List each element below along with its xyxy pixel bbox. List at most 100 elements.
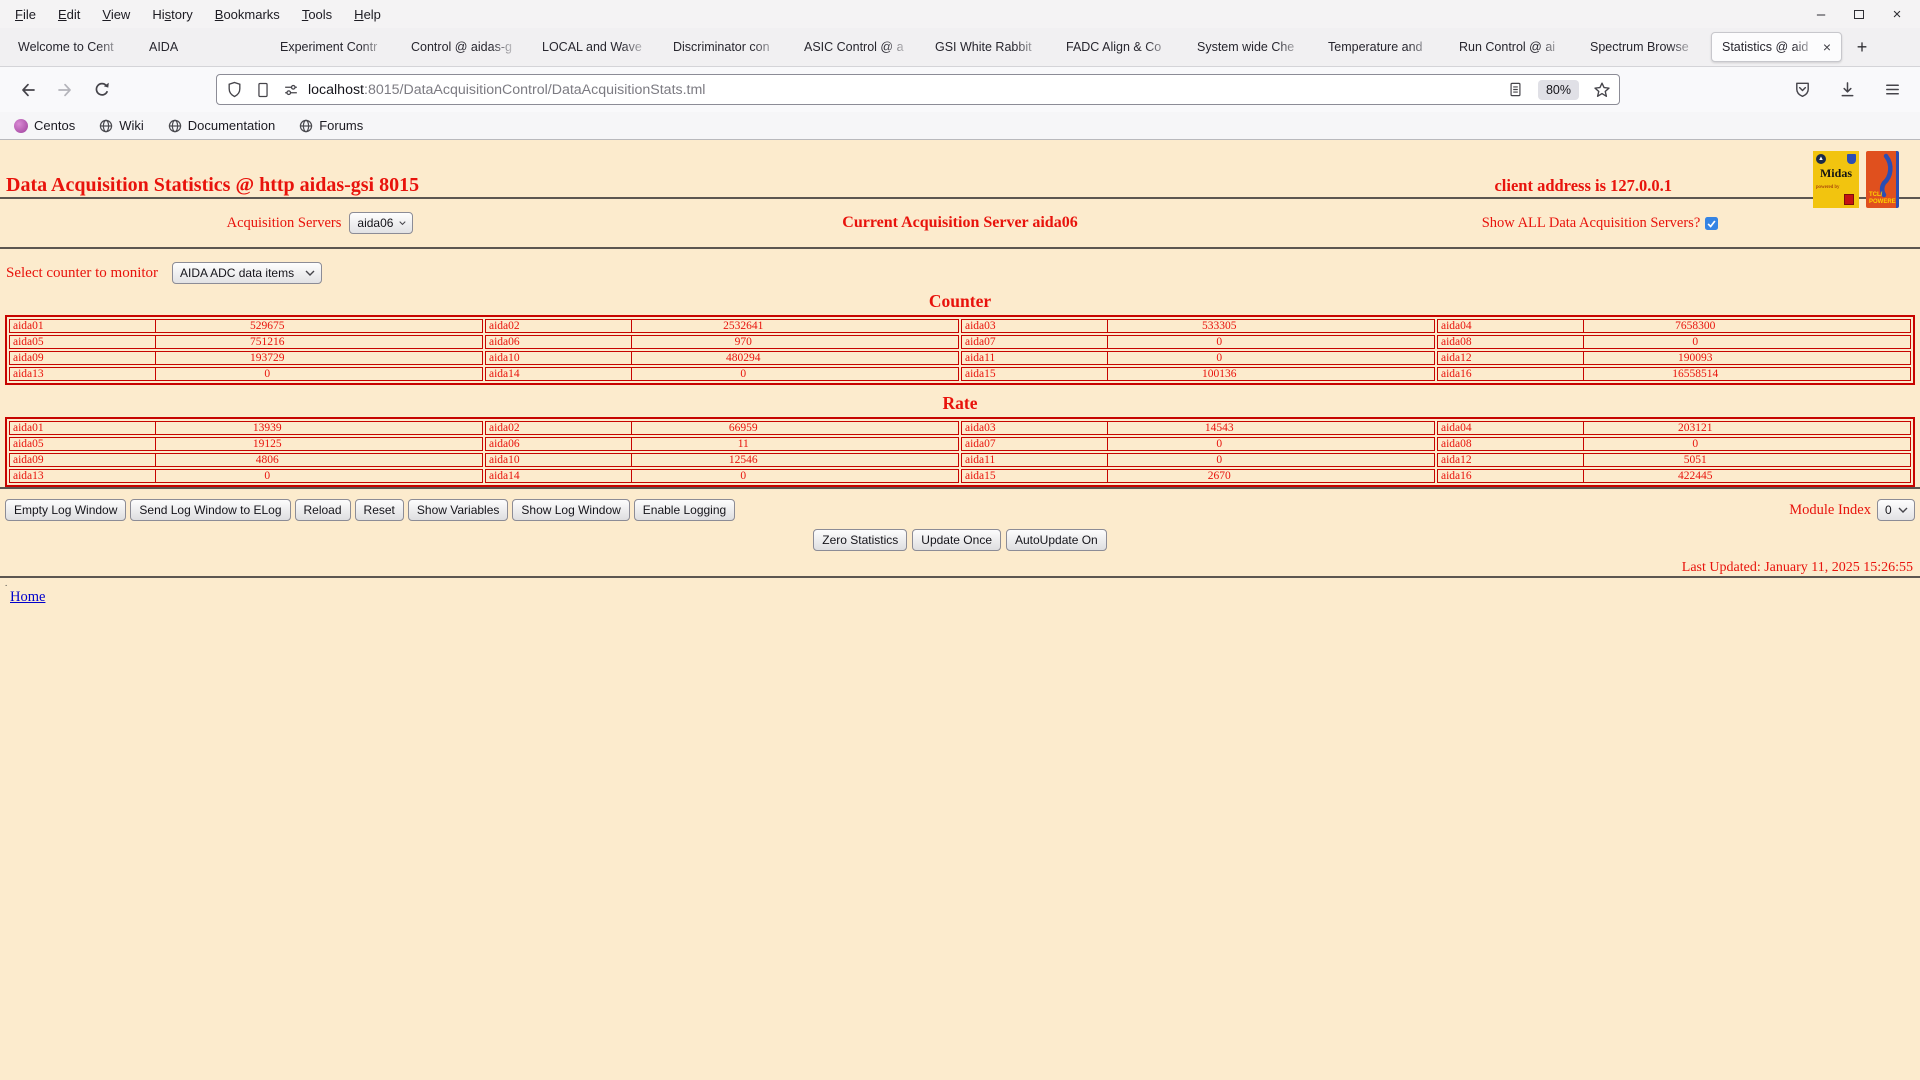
show-all-group: Show ALL Data Acquisition Servers? bbox=[1482, 215, 1719, 232]
tab-spectrum-browse[interactable]: Spectrum Browse bbox=[1580, 32, 1711, 62]
menu-view[interactable]: View bbox=[102, 6, 131, 22]
minimize-button[interactable]: – bbox=[1816, 5, 1826, 23]
site-settings-tune-icon[interactable] bbox=[282, 81, 300, 99]
tab-title: FADC Align & Co bbox=[1066, 40, 1162, 54]
chevron-down-icon bbox=[399, 221, 407, 226]
menu-bookmarks[interactable]: Bookmarks bbox=[214, 6, 280, 22]
menu-edit[interactable]: Edit bbox=[57, 6, 81, 22]
page-content: Data Acquisition Statistics @ http aidas… bbox=[0, 140, 1920, 1080]
menu-help[interactable]: Help bbox=[354, 6, 381, 22]
update-once-button[interactable]: Update Once bbox=[912, 529, 1001, 551]
forward-button[interactable] bbox=[55, 80, 75, 100]
tab-close-icon[interactable]: × bbox=[1822, 39, 1831, 55]
tab-run-control-ai[interactable]: Run Control @ ai bbox=[1449, 32, 1580, 62]
autoupdate-on-button[interactable]: AutoUpdate On bbox=[1006, 529, 1107, 551]
menu-bar: File Edit View History Bookmarks Tools Help – … bbox=[0, 0, 1920, 28]
empty-log-window-button[interactable]: Empty Log Window bbox=[5, 499, 127, 521]
channel-name: aida12 bbox=[1438, 454, 1585, 466]
channel-name: aida13 bbox=[10, 470, 157, 482]
tab-statistics-aid[interactable]: Statistics @ aid × bbox=[1711, 32, 1842, 62]
page-info-icon[interactable] bbox=[254, 81, 272, 99]
channel-name: aida14 bbox=[486, 470, 633, 482]
forward-icon bbox=[58, 83, 71, 96]
show-log-window-button[interactable]: Show Log Window bbox=[512, 499, 630, 521]
pocket-save-icon[interactable] bbox=[1793, 80, 1812, 99]
tab-aida[interactable]: AIDA bbox=[139, 32, 270, 62]
stat-cell-aida13: aida13 0 bbox=[9, 367, 483, 381]
bookmark-forums[interactable]: Forums bbox=[299, 118, 363, 133]
shield-permissions-icon[interactable] bbox=[225, 80, 244, 99]
reload-button[interactable]: Reload bbox=[294, 499, 351, 521]
stat-cell-aida04: aida04 203121 bbox=[1437, 421, 1911, 435]
stat-cell-aida05: aida05 751216 bbox=[9, 335, 483, 349]
tab-experiment-contr[interactable]: Experiment Contr bbox=[270, 32, 401, 62]
stat-cell-aida12: aida12 190093 bbox=[1437, 351, 1911, 365]
module-index-select[interactable]: 0 bbox=[1877, 499, 1915, 521]
maximize-icon bbox=[1854, 9, 1864, 19]
bookmark-documentation[interactable]: Documentation bbox=[168, 118, 275, 133]
channel-name: aida16 bbox=[1438, 368, 1585, 380]
tab-fadc-align-co[interactable]: FADC Align & Co bbox=[1056, 32, 1187, 62]
bookmark-label: Centos bbox=[34, 118, 76, 133]
bookmark-centos[interactable]: Centos bbox=[14, 118, 75, 133]
reload-icon bbox=[95, 82, 109, 96]
stat-cell-aida03: aida03 533305 bbox=[961, 319, 1435, 333]
channel-value: 190093 bbox=[1677, 352, 1713, 364]
menu-file[interactable]: File bbox=[15, 6, 36, 22]
menu-tools[interactable]: Tools bbox=[301, 6, 333, 22]
channel-value: 4806 bbox=[255, 454, 279, 466]
reader-mode-icon[interactable] bbox=[1507, 81, 1524, 98]
channel-name: aida07 bbox=[962, 438, 1109, 450]
tab-gsi-white-rabbit[interactable]: GSI White Rabbit bbox=[925, 32, 1056, 62]
tcl-powered-logo: TCL/POWERED bbox=[1866, 151, 1899, 208]
tab-title: Statistics @ aid bbox=[1722, 40, 1809, 54]
divider bbox=[0, 487, 1920, 489]
new-tab-button[interactable]: + bbox=[1848, 33, 1876, 61]
send-log-window-to-elog-button[interactable]: Send Log Window to ELog bbox=[130, 499, 291, 521]
tab-title: System wide Che bbox=[1197, 40, 1295, 54]
globe-icon bbox=[299, 119, 313, 133]
downloads-icon[interactable] bbox=[1838, 80, 1857, 99]
stats-row: aida09 193729 aida10 480294 aida11 0 aida12 190… bbox=[9, 351, 1911, 365]
navigation-toolbar: localhost:8015/DataAcquisitionControl/Da… bbox=[0, 66, 1920, 112]
bookmark-label: Forums bbox=[319, 118, 364, 133]
home-link[interactable]: Home bbox=[10, 589, 46, 605]
zoom-level-badge[interactable]: 80% bbox=[1537, 79, 1579, 100]
acquisition-server-select[interactable]: aida06 bbox=[349, 212, 414, 234]
tab-discriminator-con[interactable]: Discriminator con bbox=[663, 32, 794, 62]
close-button[interactable]: × bbox=[1892, 5, 1902, 23]
show-all-checkbox[interactable] bbox=[1705, 216, 1719, 230]
reset-button[interactable]: Reset bbox=[354, 499, 404, 521]
channel-value: 970 bbox=[734, 336, 752, 348]
enable-logging-button[interactable]: Enable Logging bbox=[633, 499, 736, 521]
show-variables-button[interactable]: Show Variables bbox=[407, 499, 509, 521]
url-bar[interactable]: localhost:8015/DataAcquisitionControl/Da… bbox=[216, 74, 1620, 105]
tab-system-wide-che[interactable]: System wide Che bbox=[1187, 32, 1318, 62]
channel-value: 66959 bbox=[728, 422, 758, 434]
tab-welcome-to-cent[interactable]: Welcome to Cent bbox=[8, 32, 139, 62]
stat-cell-aida11: aida11 0 bbox=[961, 453, 1435, 467]
tab-temperature-and[interactable]: Temperature and bbox=[1318, 32, 1449, 62]
module-index-group: Module Index 0 bbox=[1789, 499, 1915, 521]
hamburger-menu-icon[interactable] bbox=[1883, 80, 1902, 99]
reload-button[interactable] bbox=[92, 80, 112, 100]
show-all-label: Show ALL Data Acquisition Servers? bbox=[1481, 214, 1701, 231]
zero-statistics-button[interactable]: Zero Statistics bbox=[813, 529, 908, 551]
bookmark-wiki[interactable]: Wiki bbox=[99, 118, 144, 133]
back-button[interactable] bbox=[18, 80, 38, 100]
tab-asic-control-a[interactable]: ASIC Control @ a bbox=[794, 32, 925, 62]
counter-monitor-select[interactable]: AIDA ADC data items bbox=[172, 262, 323, 284]
tab-control-aidas-g[interactable]: Control @ aidas-g bbox=[401, 32, 532, 62]
stat-cell-aida06: aida06 970 bbox=[485, 335, 959, 349]
window-controls: – × bbox=[1812, 5, 1920, 23]
channel-name: aida14 bbox=[486, 368, 633, 380]
channel-name: aida15 bbox=[962, 368, 1109, 380]
maximize-button[interactable] bbox=[1850, 5, 1868, 23]
channel-value: 203121 bbox=[1677, 422, 1713, 434]
tab-local-and-wave[interactable]: LOCAL and Wave bbox=[532, 32, 663, 62]
module-index-label: Module Index bbox=[1789, 501, 1871, 518]
menu-history[interactable]: History bbox=[152, 6, 193, 22]
stats-row: aida05 751216 aida06 970 aida07 0 aida08 0 bbox=[9, 335, 1911, 349]
channel-value: 0 bbox=[1216, 336, 1223, 348]
bookmark-star-icon[interactable] bbox=[1593, 81, 1611, 99]
